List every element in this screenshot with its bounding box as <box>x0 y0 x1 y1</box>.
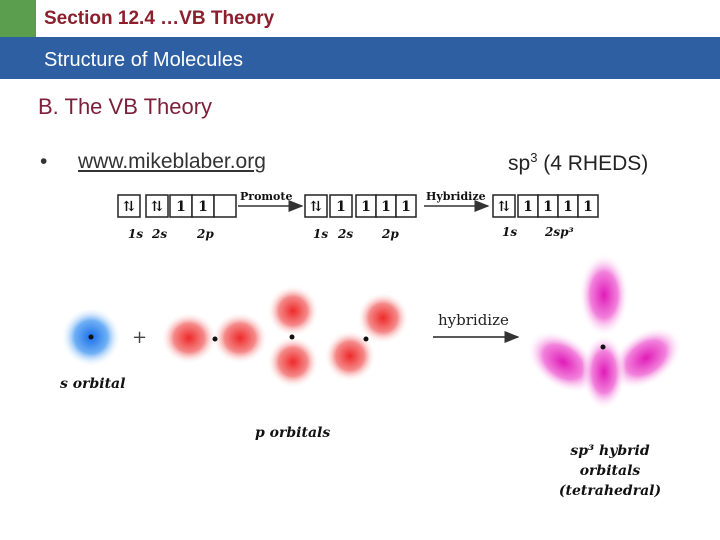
box-1s <box>304 194 328 218</box>
subtitle: Structure of Molecules <box>44 49 243 71</box>
box-2s <box>329 194 353 218</box>
promote-label: Promote <box>240 190 292 203</box>
orbital-boxes-promoted <box>304 194 417 218</box>
orbital-boxes-hybrid <box>492 194 599 218</box>
pz-lobe-lower <box>324 330 376 382</box>
cell-g2-1: 1 <box>336 199 346 215</box>
nucleus-dot <box>289 334 295 340</box>
sp3-label: sp3 (4 RHEDS) <box>508 150 648 176</box>
hybridize-arrow-label: hybridize <box>438 311 509 329</box>
box-2p-3 <box>213 194 237 218</box>
label-g2-2p: 2p <box>381 227 399 241</box>
label-g1-2s: 2s <box>151 227 167 241</box>
label-g2-2s: 2s <box>337 227 353 241</box>
box-2s <box>145 194 169 218</box>
cell-g3-0: ⇅ <box>498 199 510 215</box>
cell-g3-4: 1 <box>583 199 593 215</box>
label-g2-1s: 1s <box>313 227 328 241</box>
slide-heading: B. The VB Theory <box>38 94 213 119</box>
cell-g3-1: 1 <box>523 199 533 215</box>
green-accent-square <box>0 0 36 37</box>
px-lobe-right <box>212 312 268 364</box>
hybrid-label-line3: (tetrahedral) <box>559 483 661 499</box>
sp3-lobe-top <box>579 253 629 337</box>
cell-g1-1: ⇅ <box>151 199 163 215</box>
bullet-marker: • <box>40 150 48 173</box>
cell-g1-2: 1 <box>176 199 186 215</box>
section-title: Section 12.4 …VB Theory <box>44 8 275 29</box>
sp3-lobe-right <box>609 326 683 390</box>
cell-g2-2: 1 <box>361 199 371 215</box>
label-g3-sp3: 2sp³ <box>544 225 574 239</box>
hybrid-label-line2: orbitals <box>580 463 641 479</box>
box-1s <box>492 194 516 218</box>
nucleus-dot <box>88 334 94 340</box>
label-g1-1s: 1s <box>128 227 143 241</box>
pz-lobe-upper <box>357 292 409 344</box>
cell-g2-3: 1 <box>381 199 391 215</box>
hybridize-box-label: Hybridize <box>426 190 486 203</box>
py-lobe-bottom <box>267 336 319 388</box>
header-top <box>0 0 720 37</box>
sp3-suffix: (4 RHEDS) <box>537 152 649 175</box>
py-lobe-top <box>267 285 319 337</box>
subtitle-bar: Structure of Molecules <box>0 37 720 79</box>
hybrid-label-line1: sp³ hybrid <box>570 443 649 459</box>
mikeblaber-link[interactable]: www.mikeblaber.org <box>78 150 266 173</box>
label-g1-2p: 2p <box>196 227 214 241</box>
sp3-lobe-front <box>582 334 626 410</box>
p-orbitals-label: p orbitals <box>255 425 330 441</box>
cell-g2-0: ⇅ <box>310 199 322 215</box>
cell-g3-2: 1 <box>543 199 553 215</box>
cell-g1-3: 1 <box>198 199 208 215</box>
s-orbital-label: s orbital <box>60 376 125 392</box>
nucleus-dot <box>212 336 218 342</box>
box-2p-3 <box>395 194 417 218</box>
px-lobe-left <box>161 312 217 364</box>
cell-g3-3: 1 <box>563 199 573 215</box>
cell-g1-0: ⇅ <box>123 199 135 215</box>
box-1s <box>117 194 141 218</box>
plus-sign: + <box>132 327 147 348</box>
sp3-base: sp <box>508 152 531 175</box>
label-g3-1s: 1s <box>502 225 517 239</box>
nucleus-dot <box>363 336 369 342</box>
box-sp3-4 <box>577 194 599 218</box>
cell-g2-4: 1 <box>401 199 411 215</box>
sp3-superscript: 3 <box>530 150 538 165</box>
p-orbitals <box>161 285 409 388</box>
sp3-hybrid-orbitals <box>526 253 683 410</box>
nucleus-dot <box>600 344 606 350</box>
sp3-lobe-left <box>526 330 600 394</box>
orbital-boxes-ground-state <box>117 194 237 218</box>
